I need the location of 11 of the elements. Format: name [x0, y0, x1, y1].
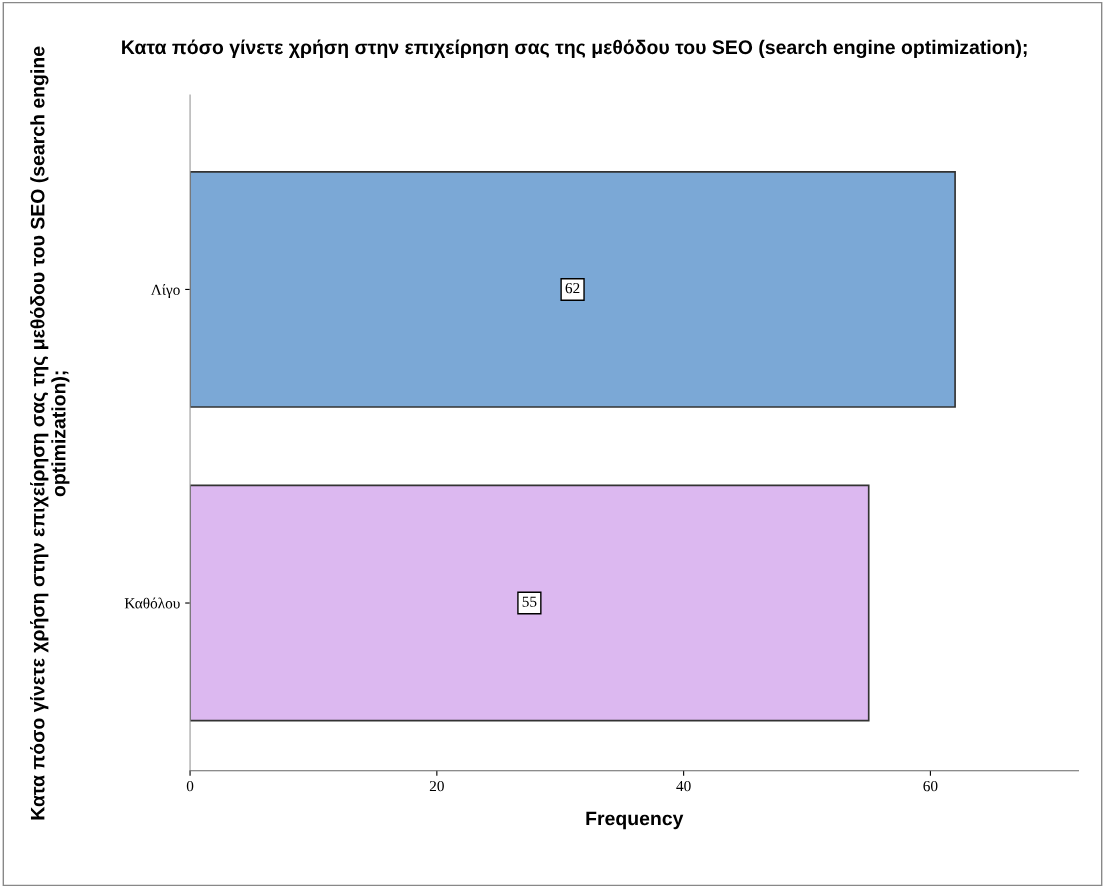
x-tick-label: 20 — [429, 780, 444, 792]
x-axis-title: Frequency — [586, 811, 684, 830]
data-label: 62 — [565, 282, 580, 294]
data-label: 55 — [522, 596, 537, 607]
y-tick-label: Καθόλου — [124, 597, 180, 609]
x-tick-label: 40 — [676, 780, 691, 792]
chart-title: Κατα πόσο γίνετε χρήση στην επιχείρηση σας της μεθόδου του SEO (search engine optimization); — [122, 39, 1027, 59]
x-tick-label: 60 — [923, 780, 938, 792]
x-tick-label: 0 — [186, 780, 194, 792]
y-axis-title: Κατα πόσο γίνετε χρήση στην επιχείρηση σας της μεθόδου του SEO (search engine optimization); — [30, 46, 70, 820]
y-tick-label: Λίγο — [150, 284, 180, 299]
